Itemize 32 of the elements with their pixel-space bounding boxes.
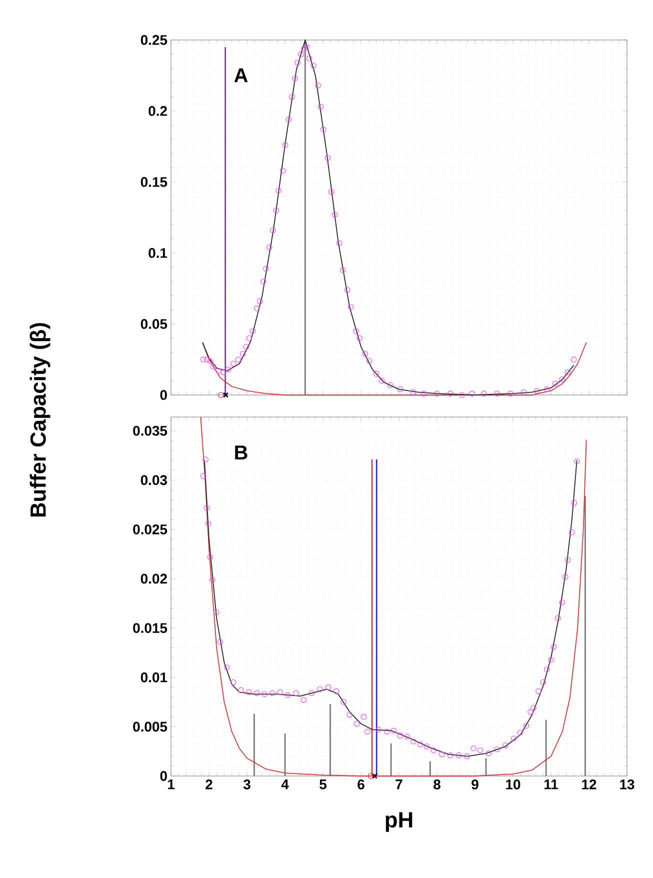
y-tick-label: 0.015 <box>133 623 168 633</box>
x-axis-title: pH <box>386 812 412 832</box>
y-tick-label: 0.25 <box>140 35 168 45</box>
x-tick-label: 5 <box>320 780 326 790</box>
x-tick-label: 11 <box>544 780 558 790</box>
annotation: A <box>234 68 248 82</box>
y-tick-label: 0 <box>160 390 167 400</box>
x-tick-label: 7 <box>396 780 402 790</box>
y-tick-label: 0 <box>160 771 167 781</box>
y-tick-label: 0.01 <box>140 672 168 682</box>
x-tick-label: 2 <box>206 780 212 790</box>
y-tick-label: 0.2 <box>148 106 167 116</box>
y-tick-label: 0.05 <box>140 319 168 329</box>
y-axis-title: Buffer Capacity (β) <box>30 323 50 517</box>
y-tick-label: 0.025 <box>133 524 168 534</box>
line-series <box>200 416 587 776</box>
x-tick-label: 3 <box>243 780 250 790</box>
y-tick-label: 0.15 <box>140 177 168 187</box>
x-tick-label: 1 <box>168 780 174 790</box>
y-tick-label: 0.035 <box>133 426 168 436</box>
x-tick-label: 13 <box>620 780 634 790</box>
x-tick-label: 9 <box>472 780 478 790</box>
y-tick-label: 0.03 <box>140 475 167 486</box>
annotation: B <box>235 446 248 460</box>
x-tick-label: 10 <box>506 780 520 790</box>
y-tick-label: 0.1 <box>148 248 168 258</box>
x-tick-label: 8 <box>434 780 440 790</box>
x-tick-label: 12 <box>582 780 596 790</box>
x-tick-label: 4 <box>281 780 289 790</box>
x-tick-label: 6 <box>358 780 364 790</box>
y-tick-label: 0.02 <box>140 574 167 584</box>
y-tick-label: 0.005 <box>133 722 168 732</box>
